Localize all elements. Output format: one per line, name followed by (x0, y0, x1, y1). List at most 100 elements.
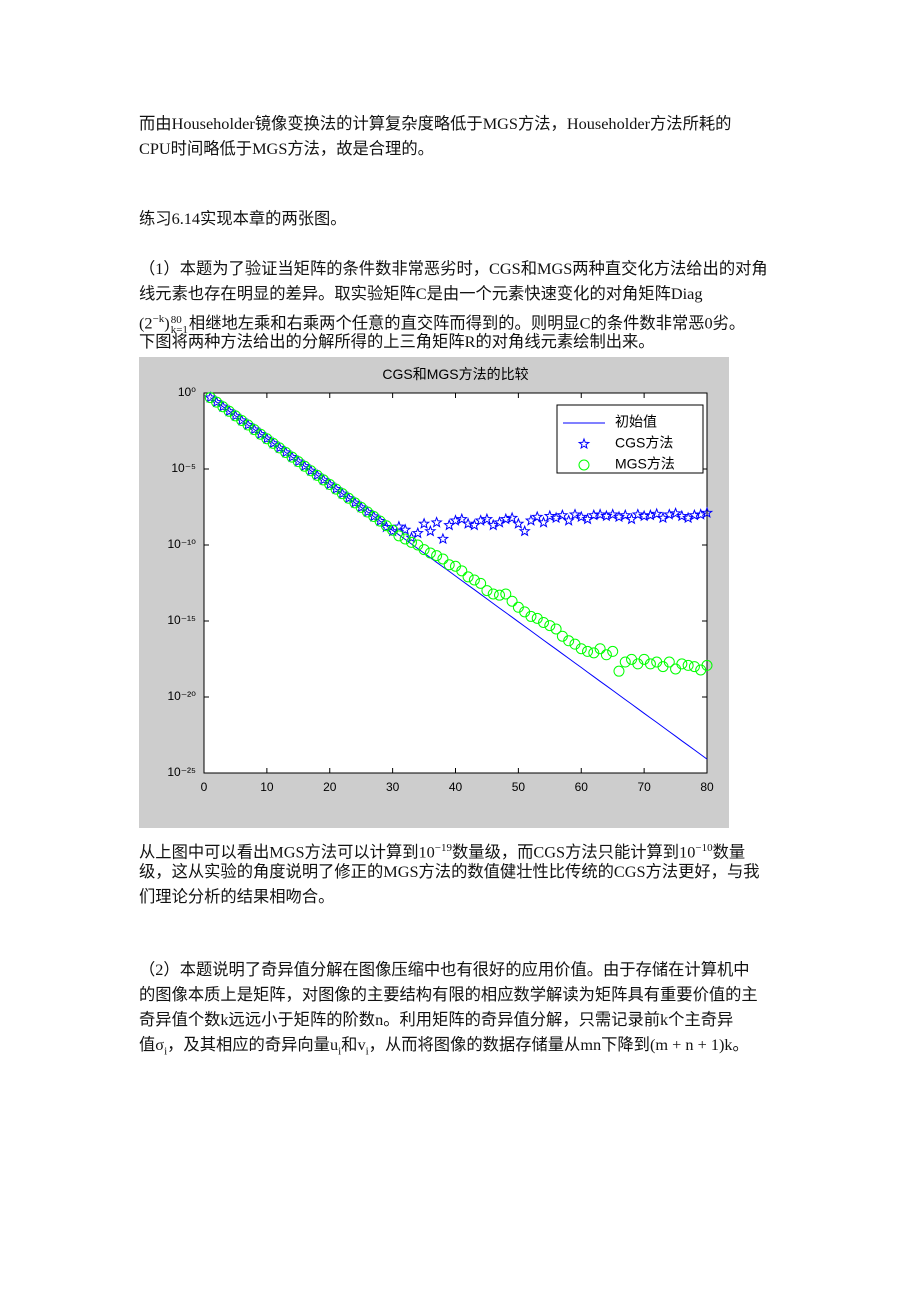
text: 练习6.14实现本章的两张图。 (139, 209, 347, 228)
star-marker (455, 512, 468, 525)
star-marker (650, 507, 663, 520)
star-marker (317, 473, 330, 486)
text: 和v (341, 1035, 366, 1054)
star-marker (260, 432, 273, 444)
chart-title: CGS和MGS方法的比较 (382, 366, 528, 382)
circle-marker (600, 649, 612, 661)
superscript: −k (152, 313, 165, 325)
circle-marker (531, 612, 543, 624)
text: 下图将两种方法给出的分解所得的上三角矩阵R的对角线元素绘制出来。 (139, 332, 655, 351)
text: ，从而将图像的数据存储量从mn下降到(m + n + 1)k。 (368, 1035, 749, 1054)
star-marker (700, 506, 714, 519)
star-marker (323, 478, 336, 490)
star-marker (480, 512, 494, 525)
y-tick-label: 10⁰ (178, 385, 196, 399)
circle-marker (701, 659, 713, 671)
text-line: 线元素也存在明显的差异。取实验矩阵C是由一个元素快速变化的对角矩阵Diag (139, 283, 703, 305)
superscript: −19 (434, 842, 453, 854)
text: 们理论分析的结果相吻合。 (139, 887, 335, 906)
superscript: −10 (695, 842, 713, 854)
legend-label: 初始值 (615, 414, 657, 430)
x-tick-label: 70 (637, 780, 651, 794)
star-marker (285, 450, 299, 463)
text: 的图像本质上是矩阵，对图像的主要结构有限的相应数学解读为矩阵具有重要价值的主 (139, 985, 758, 1004)
x-tick-label: 50 (512, 780, 526, 794)
x-tick-label: 30 (386, 780, 400, 794)
circle-marker (676, 658, 688, 670)
circle-marker (613, 665, 625, 677)
x-tick-label: 60 (575, 780, 589, 794)
circle-marker (538, 616, 550, 628)
circle-marker (644, 658, 656, 670)
star-marker (292, 455, 305, 467)
text: （2）本题说明了奇异值分解在图像压缩中也有很好的应用价值。由于存储在计算机中 (139, 960, 750, 979)
x-tick-label: 40 (449, 780, 463, 794)
text: ，及其相应的奇异向量u (167, 1035, 339, 1054)
x-tick-label: 0 (201, 780, 208, 794)
text-line: 值σi，及其相应的奇异向量ui和vi，从而将图像的数据存储量从mn下降到(m +… (139, 1034, 749, 1062)
y-tick-label: 10⁻¹⁵ (167, 613, 196, 627)
text: 值σ (139, 1035, 165, 1054)
star-marker (575, 510, 588, 523)
circle-marker (563, 635, 575, 647)
text-line: CPU时间略低于MGS方法，故是合理的。 (139, 138, 434, 160)
star-marker (537, 516, 550, 528)
star-marker (411, 526, 424, 539)
legend-box (556, 404, 704, 474)
star-marker (304, 464, 317, 476)
star-marker (361, 505, 374, 518)
y-tick-label: 10⁻¹⁰ (168, 537, 197, 551)
circle-marker (575, 643, 587, 655)
text-line: 奇异值个数k远远小于矩阵的阶数n。利用矩阵的奇异值分解，只需记录前k个主奇异 (139, 1009, 733, 1031)
star-marker (631, 508, 644, 520)
text: 线元素也存在明显的差异。取实验矩阵C是由一个元素快速变化的对角矩阵Diag (139, 284, 703, 303)
y-tick-label: 10⁻⁵ (171, 461, 196, 475)
star-marker (329, 482, 343, 495)
star-marker (235, 414, 248, 426)
star-marker (229, 409, 242, 422)
star-marker (216, 400, 229, 412)
text: （1）本题为了验证当矩阵的条件数非常恶劣时，CGS和MGS两种直交化方法给出的对… (139, 259, 768, 278)
circle-marker (582, 645, 594, 657)
x-tick-label: 20 (323, 780, 337, 794)
y-tick-label: 10⁻²⁰ (168, 689, 197, 703)
star-marker (487, 518, 500, 531)
text-line: 们理论分析的结果相吻合。 (139, 886, 334, 908)
circle-marker (663, 656, 675, 668)
circle-marker (431, 550, 443, 562)
star-marker (568, 508, 582, 520)
text: 数量 (712, 842, 746, 862)
star-marker (587, 508, 600, 521)
star-marker (682, 511, 695, 524)
star-marker (543, 509, 556, 522)
star-marker (619, 508, 632, 521)
star-marker (348, 496, 362, 509)
text-line: 的图像本质上是矩阵，对图像的主要结构有限的相应数学解读为矩阵具有重要价值的主 (139, 984, 758, 1006)
star-marker (241, 418, 255, 431)
circle-marker (405, 536, 417, 548)
star-marker (556, 508, 569, 521)
star-marker (367, 510, 380, 522)
text: 级，这从实验的角度说明了修正的MGS方法的数值健壮性比传统的CGS方法更好，与我 (139, 862, 760, 881)
circle-marker (544, 620, 556, 632)
star-marker (669, 506, 682, 519)
text-line: （2）本题说明了奇异值分解在图像压缩中也有很好的应用价值。由于存储在计算机中 (139, 959, 750, 981)
subscript: i (164, 1045, 168, 1058)
circle-marker (481, 585, 493, 597)
star-marker (675, 509, 688, 522)
star-marker (688, 508, 701, 521)
circle-marker (525, 610, 537, 622)
star-marker (210, 395, 223, 408)
star-marker (512, 517, 525, 529)
subscript: i (338, 1045, 342, 1058)
circle-marker (456, 565, 468, 577)
star-marker (254, 427, 267, 440)
star-marker (399, 523, 412, 535)
text-line: 级，这从实验的角度说明了修正的MGS方法的数值健壮性比传统的CGS方法更好，与我 (139, 861, 760, 883)
circle-marker (619, 656, 631, 668)
star-marker (436, 532, 450, 545)
circle-marker (607, 645, 619, 657)
star-marker (392, 520, 406, 532)
star-marker (298, 459, 311, 472)
